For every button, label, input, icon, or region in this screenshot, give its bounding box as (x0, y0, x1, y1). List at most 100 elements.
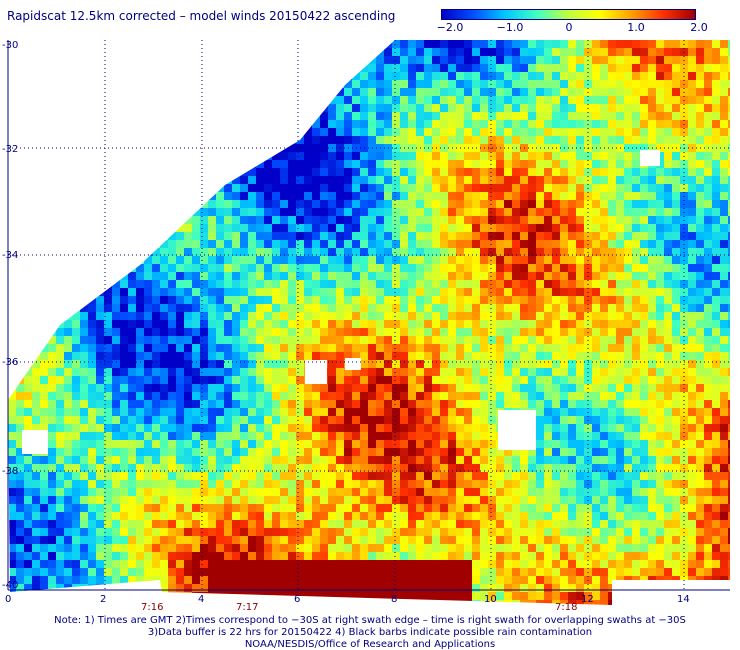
swath-cell (200, 56, 208, 64)
swath-cell (368, 448, 376, 456)
swath-cell (208, 312, 216, 320)
swath-cell (376, 264, 384, 272)
swath-cell (216, 272, 224, 280)
swath-cell (224, 64, 232, 72)
swath-cell (640, 336, 648, 344)
swath-cell (528, 40, 536, 48)
swath-cell (648, 456, 656, 464)
swath-cell (664, 80, 672, 88)
swath-cell (88, 408, 96, 416)
swath-cell (488, 40, 496, 48)
swath-cell (304, 296, 312, 304)
swath-cell (384, 40, 392, 48)
swath-cell (232, 256, 240, 264)
swath-cell (640, 280, 648, 288)
swath-cell (152, 456, 160, 464)
swath-cell (312, 272, 320, 280)
swath-cell (696, 320, 704, 328)
swath-cell (376, 184, 384, 192)
swath-cell (104, 352, 112, 360)
swath-cell (208, 352, 216, 360)
swath-cell (184, 224, 192, 232)
swath-cell (128, 368, 136, 376)
swath-cell (224, 352, 232, 360)
swath-cell (520, 448, 528, 456)
swath-cell (152, 136, 160, 144)
swath-cell (144, 376, 152, 384)
swath-cell (304, 264, 312, 272)
swath-cell (544, 88, 552, 96)
swath-cell (320, 168, 328, 176)
swath-cell (88, 88, 96, 96)
swath-cell (512, 136, 520, 144)
swath-cell (240, 256, 248, 264)
swath-cell (88, 168, 96, 176)
swath-cell (296, 352, 304, 360)
swath-cell (344, 448, 352, 456)
swath-cell (296, 104, 304, 112)
swath-cell (632, 280, 640, 288)
swath-cell (568, 88, 576, 96)
swath-cell (80, 120, 88, 128)
swath-cell (8, 80, 16, 88)
swath-cell (656, 184, 664, 192)
swath-cell (208, 136, 216, 144)
swath-cell (560, 256, 568, 264)
swath-cell (408, 472, 416, 480)
swath-cell (672, 72, 680, 80)
swath-cell (8, 56, 16, 64)
swath-cell (368, 472, 376, 480)
swath-cell (112, 240, 120, 248)
swath-cell (200, 336, 208, 344)
swath-cell (504, 240, 512, 248)
swath-cell (512, 72, 520, 80)
swath-cell (184, 400, 192, 408)
swath-cell (640, 248, 648, 256)
swath-cell (40, 128, 48, 136)
swath-cell (96, 472, 104, 480)
swath-cell (224, 56, 232, 64)
swath-cell (488, 192, 496, 200)
swath-cell (120, 264, 128, 272)
swath-cell (488, 320, 496, 328)
swath-cell (288, 456, 296, 464)
swath-cell (304, 96, 312, 104)
swath-cell (448, 304, 456, 312)
swath-cell (408, 376, 416, 384)
swath-cell (392, 296, 400, 304)
swath-cell (32, 40, 40, 48)
swath-cell (32, 64, 40, 72)
swath-cell (200, 464, 208, 472)
swath-cell (320, 232, 328, 240)
swath-cell (416, 432, 424, 440)
swath-cell (600, 176, 608, 184)
swath-cell (248, 296, 256, 304)
swath-cell (472, 344, 480, 352)
swath-cell (56, 120, 64, 128)
swath-cell (696, 416, 704, 424)
swath-cell (312, 392, 320, 400)
swath-cell (96, 168, 104, 176)
swath-cell (192, 320, 200, 328)
swath-cell (560, 304, 568, 312)
swath-cell (56, 272, 64, 280)
swath-cell (64, 120, 72, 128)
swath-cell (280, 272, 288, 280)
swath-cell (88, 152, 96, 160)
swath-cell (648, 392, 656, 400)
swath-cell (320, 120, 328, 128)
swath-cell (432, 80, 440, 88)
swath-cell (248, 112, 256, 120)
swath-cell (296, 200, 304, 208)
swath-cell (352, 232, 360, 240)
swath-cell (208, 72, 216, 80)
swath-cell (608, 400, 616, 408)
swath-cell (296, 48, 304, 56)
swath-cell (576, 312, 584, 320)
swath-cell (664, 152, 672, 160)
swath-cell (112, 368, 120, 376)
swath-cell (64, 304, 72, 312)
swath-cell (336, 120, 344, 128)
swath-cell (512, 48, 520, 56)
swath-cell (240, 72, 248, 80)
